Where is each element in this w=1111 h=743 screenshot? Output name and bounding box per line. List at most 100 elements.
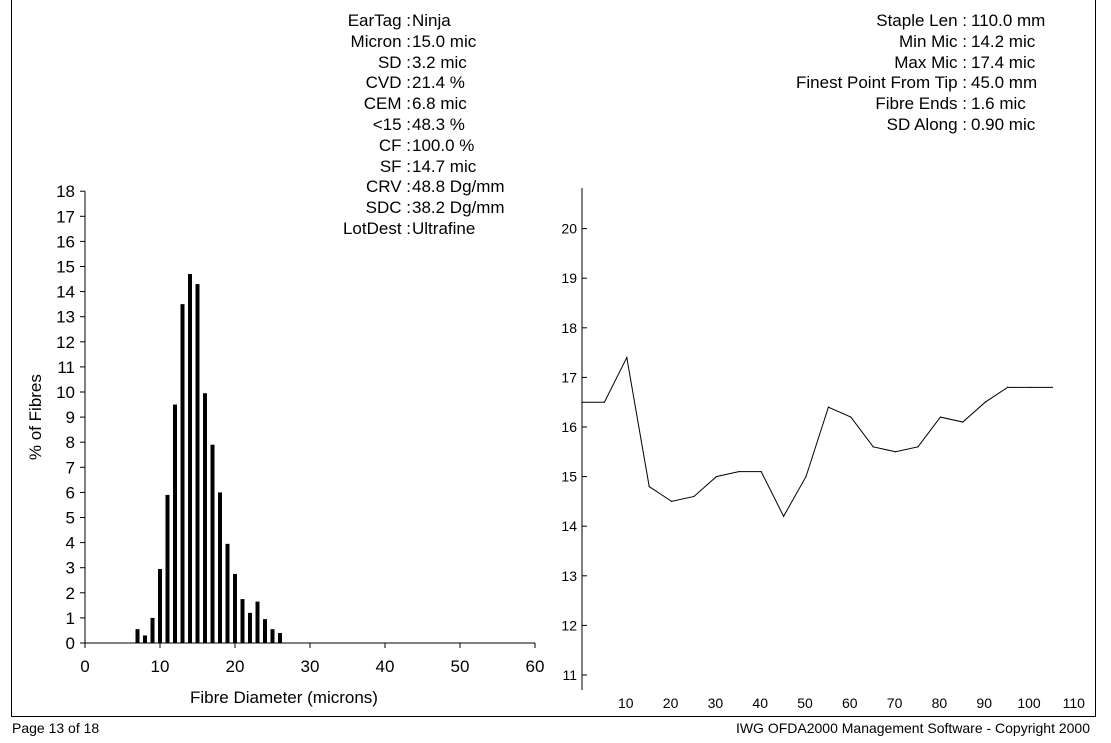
y-tick-label: 14 — [56, 283, 75, 302]
profile-point — [738, 471, 740, 473]
stat-row: CRV :48.8 Dg/mm — [300, 176, 600, 197]
stat-value: 3.2 mic — [412, 52, 467, 72]
stat-row: Micron :15.0 mic — [300, 31, 600, 52]
profile-point — [895, 451, 897, 453]
y-tick-label: 5 — [66, 509, 75, 528]
y-tick-label: 4 — [66, 534, 75, 553]
histogram-bar — [263, 619, 267, 643]
stat-value: 45.0 mm — [971, 73, 1038, 93]
x-tick-label: 50 — [451, 657, 470, 676]
x-tick-label: 10 — [151, 657, 170, 676]
profile-point — [939, 416, 941, 418]
stat-row: LotDest : Ultrafine — [300, 218, 600, 239]
stat-row: SF :14.7 mic — [300, 156, 600, 177]
stat-label: SF : — [379, 156, 411, 176]
profile-point — [626, 356, 628, 359]
histogram-bar — [203, 393, 207, 643]
histogram-bar — [248, 612, 252, 643]
stat-row: SD :3.2 mic — [300, 52, 600, 73]
fibre-statistics-right: Staple Len :110.0 mm Min Mic :14.2 mic Max… — [760, 10, 1090, 140]
x-tick-label: 70 — [887, 695, 903, 711]
histogram-bar — [278, 632, 282, 643]
y-tick-label: 20 — [561, 221, 577, 237]
histogram-bar — [195, 284, 200, 643]
profile-point — [1029, 386, 1031, 388]
stat-value: 14.2 mic — [971, 31, 1036, 51]
stat-label: LotDest : — [342, 219, 411, 238]
histogram-bar — [173, 404, 177, 643]
stat-label: SD Along : — [886, 115, 967, 134]
diameter-profile-line — [582, 355, 1053, 518]
stat-value: 100.0 % — [412, 135, 475, 155]
profile-point — [648, 485, 650, 488]
page-number: Page 13 of 18 — [12, 720, 100, 736]
y-tick-label: 13 — [561, 568, 577, 584]
profile-point — [760, 471, 762, 473]
histogram-bar — [218, 492, 222, 643]
profile-point — [827, 406, 829, 408]
stat-value: 17.4 mic — [971, 52, 1036, 72]
y-tick-label: 1 — [66, 609, 75, 628]
stat-value: 38.2 Dg/mm — [412, 198, 505, 218]
stat-label: CEM : — [363, 94, 411, 114]
stat-row: CEM :6.8 mic — [300, 93, 600, 114]
stat-row: CVD :21.4 % — [300, 72, 600, 93]
y-tick-label: 15 — [56, 258, 75, 277]
x-tick-label: 40 — [376, 657, 395, 676]
stat-label: Fibre Ends : — [875, 94, 967, 114]
x-tick-label: 20 — [663, 695, 679, 711]
stat-row: Staple Len :110.0 mm — [760, 10, 1090, 31]
x-tick-label: 60 — [842, 695, 858, 711]
copyright-notice: IWG OFDA2000 Management Software - Copyr… — [735, 720, 1090, 736]
x-tick-label: 30 — [301, 657, 320, 676]
y-tick-label: 6 — [66, 483, 75, 502]
histogram-bar — [210, 444, 215, 643]
x-tick-label: 30 — [708, 695, 724, 711]
fibre-statistics-left: EarTag : Ninja Micron :15.0 mic SD :3.2 mic… — [300, 10, 600, 242]
x-tick-label: 110 — [1063, 695, 1086, 711]
y-tick-label: 15 — [561, 469, 577, 485]
x-tick-label: 20 — [226, 657, 245, 676]
stat-label: SD : — [377, 52, 411, 72]
profile-point — [715, 476, 717, 478]
profile-point — [671, 500, 673, 502]
histogram-bar — [240, 599, 245, 643]
profile-point — [783, 515, 785, 517]
x-axis-label: Fibre Diameter (microns) — [190, 688, 378, 707]
profile-point — [581, 401, 583, 403]
stat-label: CF : — [378, 135, 411, 155]
stat-label: Min Mic : — [899, 31, 967, 51]
y-tick-label: 11 — [57, 358, 75, 377]
y-tick-label: 18 — [561, 320, 577, 336]
stat-label: Micron : — [350, 31, 411, 51]
y-tick-label: 19 — [561, 270, 577, 286]
stat-value: 48.3 % — [412, 115, 465, 134]
y-tick-label: 3 — [66, 559, 75, 578]
histogram-bar — [225, 543, 230, 643]
y-tick-label: 13 — [56, 308, 75, 327]
histogram-bar — [143, 635, 147, 643]
stat-label: CRV : — [365, 177, 411, 197]
y-tick-label: 7 — [66, 458, 75, 477]
y-axis-label: % of Fibres — [26, 374, 45, 460]
stat-value: 110.0 mm — [971, 11, 1046, 30]
histogram-bar — [150, 617, 155, 643]
stat-value: 21.4 % — [412, 73, 465, 93]
histogram-bar — [270, 629, 275, 643]
stat-label: Max Mic : — [894, 52, 967, 72]
profile-point — [917, 446, 919, 448]
page-frame — [11, 0, 1096, 717]
y-tick-label: 8 — [66, 433, 75, 452]
stat-row: Min Mic :14.2 mic — [760, 31, 1090, 52]
y-tick-label: 17 — [561, 369, 577, 385]
stat-value: 14.7 mic — [412, 156, 477, 176]
histogram-bar — [180, 304, 185, 643]
stat-label: Staple Len : — [876, 11, 967, 30]
stat-row: EarTag : Ninja — [300, 10, 600, 31]
histogram-bar — [135, 629, 140, 643]
x-tick-label: 40 — [752, 695, 768, 711]
y-tick-label: 17 — [56, 207, 75, 226]
stat-row: Finest Point From Tip :45.0 mm — [760, 72, 1090, 93]
profile-point — [693, 495, 695, 498]
